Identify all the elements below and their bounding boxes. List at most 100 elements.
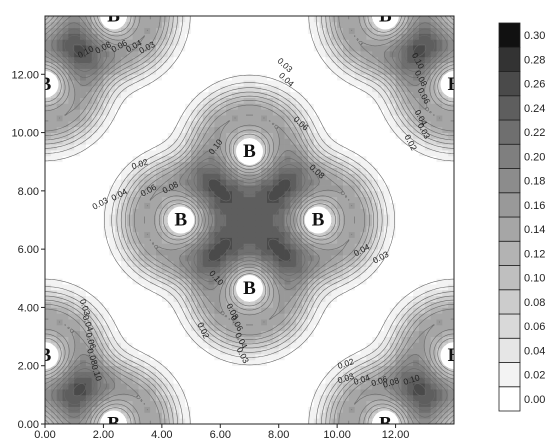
heatmap-cell bbox=[85, 103, 93, 110]
heatmap-cell bbox=[80, 231, 87, 238]
heatmap-cell bbox=[173, 266, 180, 273]
heatmap-cell bbox=[372, 109, 379, 116]
heatmap-cell bbox=[383, 150, 391, 157]
heatmap-cell bbox=[138, 365, 145, 372]
heatmap-cell bbox=[354, 324, 361, 332]
heatmap-cell bbox=[290, 289, 297, 297]
heatmap-cell bbox=[91, 91, 98, 98]
heatmap-cell bbox=[348, 39, 356, 46]
heatmap-cell bbox=[383, 126, 391, 133]
heatmap-cell bbox=[138, 348, 145, 355]
heatmap-cell bbox=[313, 336, 321, 343]
heatmap-cell bbox=[62, 39, 69, 46]
heatmap-cell bbox=[202, 126, 209, 133]
heatmap-cell bbox=[290, 406, 297, 413]
heatmap-cell bbox=[109, 220, 116, 227]
heatmap-cell bbox=[50, 91, 58, 98]
heatmap-cell bbox=[395, 80, 402, 87]
heatmap-cell bbox=[126, 39, 134, 46]
heatmap-cell bbox=[430, 56, 437, 64]
heatmap-cell bbox=[80, 138, 87, 145]
heatmap-cell bbox=[302, 313, 309, 320]
heatmap-cell bbox=[378, 289, 385, 297]
heatmap-cell bbox=[226, 359, 233, 367]
heatmap-cell bbox=[243, 412, 250, 419]
heatmap-cell bbox=[261, 278, 268, 285]
heatmap-cell bbox=[366, 400, 373, 407]
heatmap-cell bbox=[360, 266, 367, 273]
heatmap-cell bbox=[74, 56, 81, 64]
heatmap-cell bbox=[267, 161, 274, 168]
heatmap-cell bbox=[68, 21, 75, 29]
heatmap-cell bbox=[395, 307, 402, 314]
heatmap-cell bbox=[109, 103, 116, 110]
heatmap-cell bbox=[302, 27, 309, 34]
heatmap-cell bbox=[348, 97, 356, 104]
heatmap-cell bbox=[144, 144, 151, 151]
heatmap-cell bbox=[68, 109, 75, 116]
heatmap-cell bbox=[109, 260, 116, 268]
heatmap-cell bbox=[156, 56, 163, 64]
heatmap-cell bbox=[185, 85, 192, 93]
heatmap-cell bbox=[418, 16, 426, 23]
heatmap-cell bbox=[302, 173, 309, 180]
heatmap-cell bbox=[278, 249, 285, 256]
heatmap-cell bbox=[80, 91, 87, 98]
heatmap-cell bbox=[413, 126, 420, 133]
heatmap-cell bbox=[325, 254, 332, 262]
heatmap-cell bbox=[372, 68, 379, 75]
heatmap-cell bbox=[138, 45, 145, 52]
heatmap-cell bbox=[214, 97, 221, 104]
heatmap-cell bbox=[231, 284, 239, 291]
heatmap-cell bbox=[383, 62, 391, 69]
heatmap-cell bbox=[342, 21, 350, 29]
heatmap-cell bbox=[296, 254, 303, 262]
heatmap-cell bbox=[302, 120, 309, 128]
heatmap-cell bbox=[68, 126, 75, 133]
heatmap-cell bbox=[424, 406, 432, 413]
heatmap-cell bbox=[243, 208, 250, 215]
heatmap-cell bbox=[360, 179, 367, 186]
heatmap-cell bbox=[85, 126, 93, 133]
heatmap-cell bbox=[62, 319, 69, 326]
heatmap-cell bbox=[378, 237, 385, 244]
heatmap-cell bbox=[337, 400, 344, 407]
heatmap-cell bbox=[150, 109, 157, 116]
heatmap-cell bbox=[97, 231, 104, 238]
heatmap-cell bbox=[331, 365, 338, 372]
heatmap-cell bbox=[261, 144, 268, 151]
heatmap-cell bbox=[74, 109, 81, 116]
heatmap-cell bbox=[278, 365, 285, 372]
heatmap-cell bbox=[150, 266, 157, 273]
heatmap-cell bbox=[243, 348, 250, 355]
heatmap-cell bbox=[430, 225, 437, 233]
heatmap-cell bbox=[272, 249, 280, 256]
heatmap-cell bbox=[185, 389, 192, 396]
heatmap-cell bbox=[267, 260, 274, 268]
heatmap-cell bbox=[296, 68, 303, 75]
heatmap-cell bbox=[267, 126, 274, 133]
heatmap-cell bbox=[313, 185, 321, 192]
heatmap-cell bbox=[418, 155, 426, 163]
heatmap-cell bbox=[185, 120, 192, 128]
heatmap-cell bbox=[389, 284, 396, 291]
heatmap-cell bbox=[109, 284, 116, 291]
heatmap-cell bbox=[436, 383, 443, 390]
heatmap-cell bbox=[372, 371, 379, 378]
heatmap-cell bbox=[45, 138, 52, 145]
heatmap-cell bbox=[284, 50, 291, 58]
heatmap-cell bbox=[296, 144, 303, 151]
heatmap-cell bbox=[185, 16, 192, 23]
heatmap-cell bbox=[302, 80, 309, 87]
heatmap-cell bbox=[144, 115, 151, 122]
heatmap-cell bbox=[237, 342, 245, 349]
heatmap-cell bbox=[173, 231, 180, 238]
heatmap-cell bbox=[424, 179, 432, 186]
heatmap-cell bbox=[74, 50, 81, 58]
heatmap-cell bbox=[179, 68, 186, 75]
heatmap-cell bbox=[261, 336, 268, 343]
heatmap-cell bbox=[418, 243, 426, 250]
heatmap-cell bbox=[249, 109, 256, 116]
heatmap-cell bbox=[267, 150, 274, 157]
heatmap-cell bbox=[389, 126, 396, 133]
